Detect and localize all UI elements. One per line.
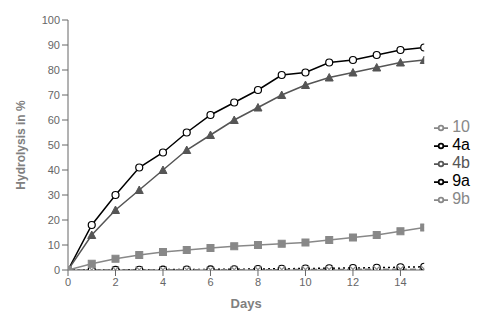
html-text:9a: 9a <box>452 172 470 189</box>
svg-text:8: 8 <box>255 276 261 288</box>
svg-text:2: 2 <box>112 276 118 288</box>
svg-text:10: 10 <box>48 239 60 251</box>
svg-text:6: 6 <box>207 276 213 288</box>
svg-text:30: 30 <box>48 189 60 201</box>
html-text:4a: 4a <box>452 136 470 153</box>
svg-text:100: 100 <box>42 14 60 26</box>
svg-text:0: 0 <box>54 264 60 276</box>
svg-text:12: 12 <box>347 276 359 288</box>
svg-text:50: 50 <box>48 139 60 151</box>
html-text:9b: 9b <box>452 190 470 207</box>
html-text:4b: 4b <box>452 154 470 171</box>
svg-text:10: 10 <box>299 276 311 288</box>
svg-text:70: 70 <box>48 89 60 101</box>
svg-text:80: 80 <box>48 64 60 76</box>
html-text:10: 10 <box>452 118 470 135</box>
svg-text:40: 40 <box>48 164 60 176</box>
svg-text:Days: Days <box>231 296 262 311</box>
svg-text:60: 60 <box>48 114 60 126</box>
svg-text:0: 0 <box>65 276 71 288</box>
svg-text:20: 20 <box>48 214 60 226</box>
svg-text:14: 14 <box>394 276 406 288</box>
svg-text:4: 4 <box>160 276 166 288</box>
svg-text:Hydrolysis in %: Hydrolysis in % <box>14 100 28 190</box>
svg-text:90: 90 <box>48 39 60 51</box>
